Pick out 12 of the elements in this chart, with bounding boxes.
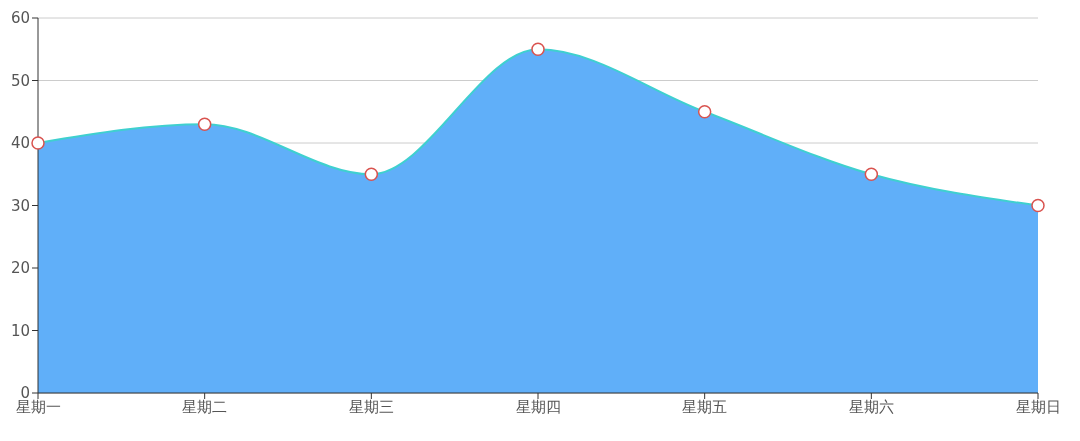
y-tick-label: 30 [10, 196, 30, 215]
y-tick-label: 50 [10, 71, 30, 90]
y-tick-label: 10 [10, 321, 30, 340]
y-tick-label: 40 [10, 134, 30, 153]
y-tick-label: 60 [10, 9, 30, 28]
x-tick-label: 星期三 [348, 397, 394, 416]
x-tick-label: 星期日 [1015, 397, 1061, 416]
x-tick-label: 星期四 [515, 397, 561, 416]
x-tick-label: 星期二 [182, 397, 228, 416]
x-tick-label: 星期五 [682, 397, 728, 416]
y-tick-label: 20 [10, 259, 30, 278]
x-tick-label: 星期六 [848, 397, 894, 416]
